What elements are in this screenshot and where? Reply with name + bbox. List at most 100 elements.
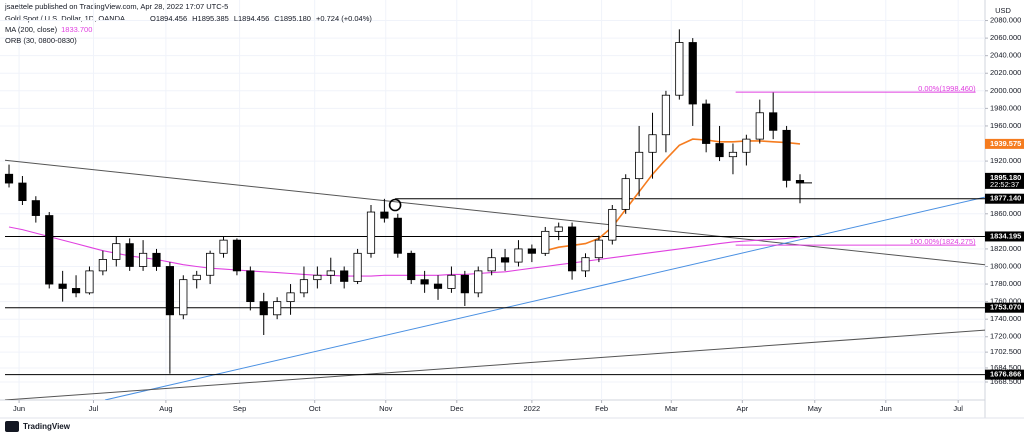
y-tick-label: 1668.500 (990, 377, 1021, 386)
x-tick-label: Mar (665, 404, 678, 413)
candle-body (125, 243, 134, 267)
ohlc-value: C1895.180 (274, 14, 311, 23)
candle-body (112, 243, 121, 260)
candle-body (232, 239, 242, 272)
y-tick-label: 1800.000 (990, 261, 1021, 270)
y-tick-label: 1684.500 (990, 363, 1021, 372)
candle-body (31, 200, 40, 216)
candle-body (380, 211, 389, 219)
logo-icon (5, 421, 19, 432)
y-tick-label: 1702.500 (990, 347, 1021, 356)
candle-body (795, 180, 805, 184)
candle-body (608, 208, 617, 241)
x-tick-label: Apr (737, 404, 749, 413)
ohlc-value: +0.724 (+0.04%) (316, 14, 372, 23)
y-tick-label: 1760.000 (990, 297, 1021, 306)
candle-body (554, 226, 563, 232)
candle-body (192, 274, 201, 281)
x-tick-label: Dec (450, 404, 464, 413)
candle-body (259, 301, 268, 316)
candle-body (635, 151, 644, 180)
x-tick-label: Jun (880, 404, 892, 413)
y-tick-label: 1820.000 (990, 244, 1021, 253)
candle-body (755, 112, 764, 140)
candle-body (286, 292, 295, 303)
fib-label: 100.00%(1824.275) (910, 237, 976, 246)
line-price-label-box (985, 302, 1024, 313)
candle-body (393, 217, 402, 254)
ohlc-value: L1894.456 (234, 14, 269, 23)
candle-body (246, 270, 255, 303)
x-tick-label: Jun (13, 404, 25, 413)
plot-area (0, 0, 985, 400)
last-price-box (985, 172, 1024, 189)
candle-body (688, 42, 697, 105)
candle-body (715, 143, 724, 158)
orange-price-label-box (985, 138, 1024, 149)
line-price-label-box (985, 193, 1024, 204)
candle-body (675, 42, 684, 96)
y-tick-label: 1920.000 (990, 156, 1021, 165)
currency: USD (995, 6, 1011, 15)
y-tick-label: 2040.000 (990, 51, 1021, 60)
candle-body (567, 226, 577, 272)
candle-body (85, 270, 94, 294)
marker-circle (388, 198, 402, 212)
line-price-label: 1676.866 (990, 370, 1021, 379)
legend-value: 1833.700 (61, 25, 92, 34)
candle-body (487, 257, 496, 272)
candle-body (621, 178, 630, 210)
ohlc-value: H1895.385 (192, 14, 229, 23)
candle-body (514, 248, 523, 263)
orange-price-label: 1939.575 (990, 139, 1021, 148)
indicator-line (545, 138, 801, 252)
line-price-label: 1834.195 (990, 231, 1021, 240)
legend-entry: ORB (30, 0800-0830) (5, 36, 77, 45)
candle-body (313, 274, 322, 281)
candle-body (594, 239, 603, 259)
candle-body (407, 252, 416, 281)
x-tick-label: Oct (309, 404, 322, 413)
legend-entry: MA (200, close) (5, 25, 58, 34)
y-tick-label: 1780.000 (990, 279, 1021, 288)
x-tick-label: Aug (159, 404, 172, 413)
y-tick-label: 2020.000 (990, 68, 1021, 77)
logo: TradingView (23, 422, 71, 431)
candle-body (728, 151, 738, 158)
candle-body (58, 283, 67, 289)
x-tick-label: 2022 (524, 404, 541, 413)
candle-body (702, 103, 711, 144)
line-price-label-box (985, 231, 1024, 242)
candle-body (661, 94, 671, 136)
candle-body (340, 270, 349, 282)
candle-body (165, 266, 174, 316)
candle-body (541, 230, 550, 254)
y-tick-label: 1740.000 (990, 314, 1021, 323)
trendline (104, 196, 985, 400)
candle-body (206, 252, 215, 276)
candle-body (769, 112, 778, 131)
line-price-label: 1877.140 (990, 194, 1021, 203)
candle-body (152, 252, 161, 267)
candle-body (420, 279, 429, 285)
line-price-label: 1753.070 (990, 303, 1021, 312)
y-tick-label: 2080.000 (990, 16, 1021, 25)
candle-body (179, 279, 188, 316)
candle-body (353, 252, 362, 282)
candle-body (138, 252, 148, 267)
candle-body (4, 173, 14, 184)
candle-body (299, 279, 309, 294)
y-tick-label: 1860.000 (990, 209, 1021, 218)
ohlc-value: O1894.456 (150, 14, 187, 23)
candle-body (474, 270, 483, 294)
y-tick-label: 1720.000 (990, 332, 1021, 341)
x-tick-label: Feb (595, 404, 608, 413)
trendline (4, 329, 985, 400)
candle-body (71, 288, 81, 294)
x-tick-label: Jul (953, 404, 963, 413)
y-tick-label: 1960.000 (990, 121, 1021, 130)
candle-body (98, 259, 107, 272)
candle-body (782, 129, 791, 181)
